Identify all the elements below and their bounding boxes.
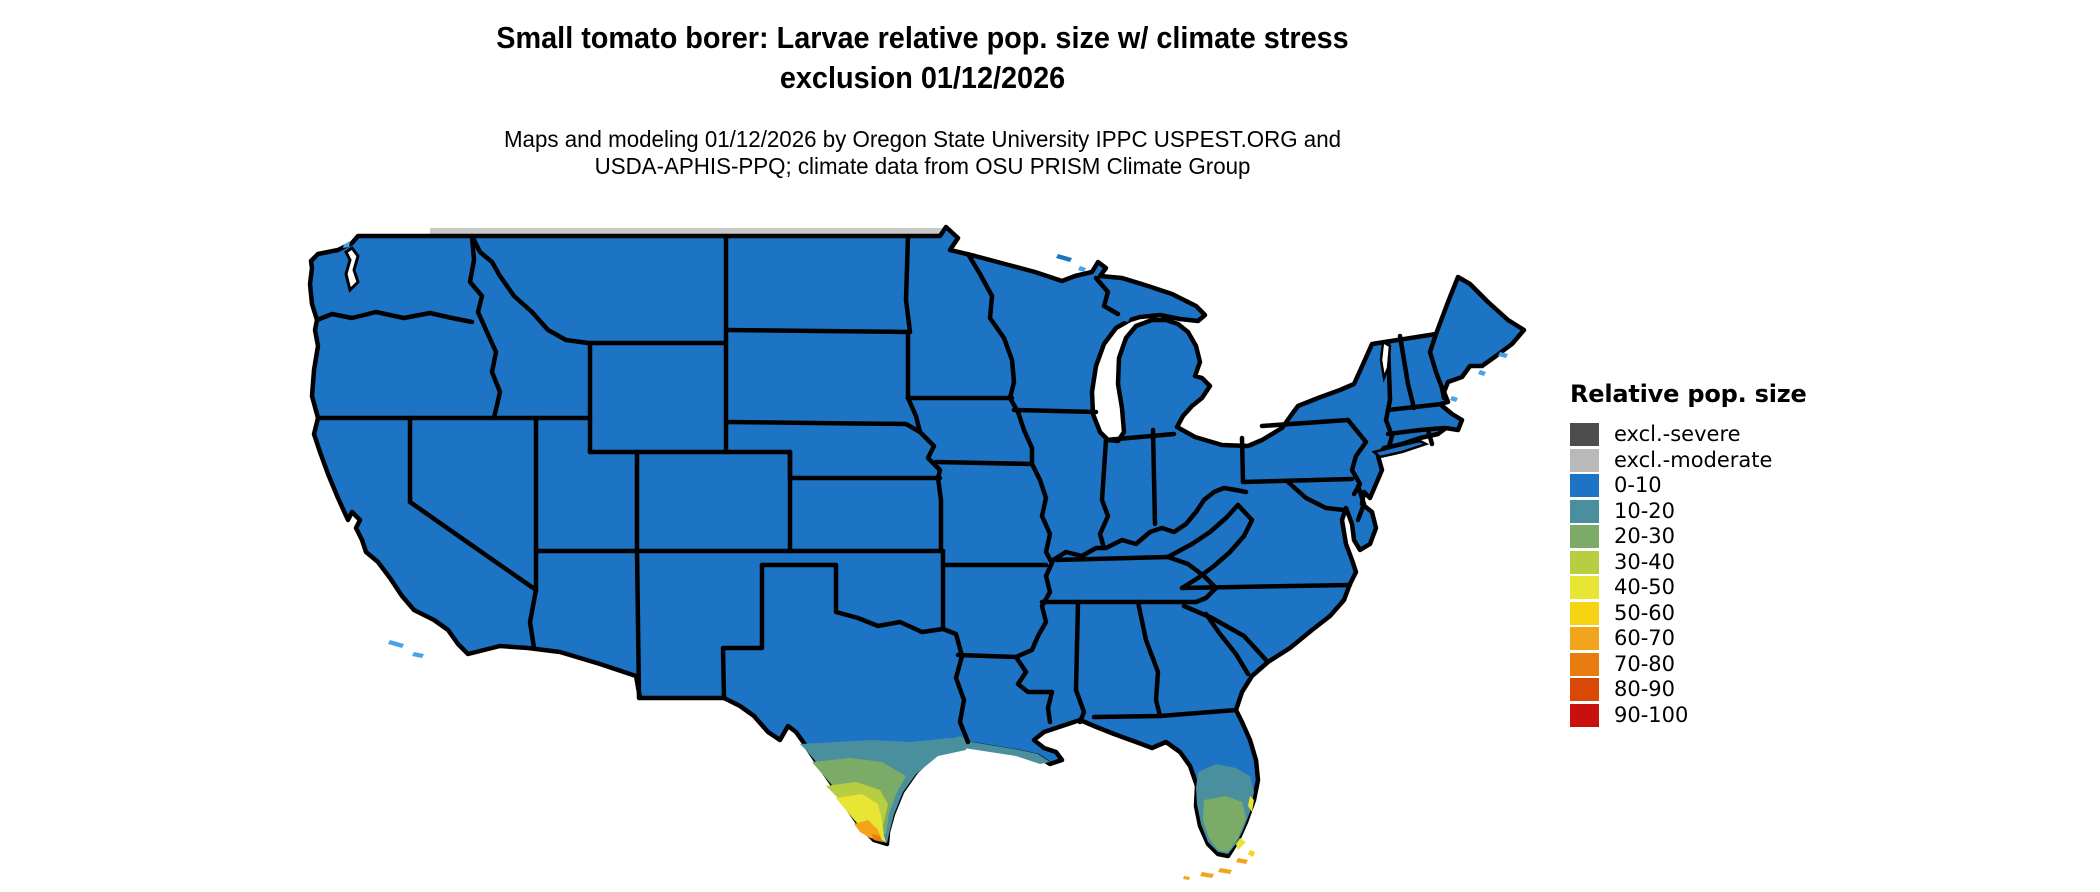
legend-label: 30-40 bbox=[1614, 549, 1676, 574]
legend-item: 70-80 bbox=[1570, 651, 1870, 676]
legend-item: 60-70 bbox=[1570, 627, 1870, 650]
lake-michigan-island-speck2 bbox=[1134, 306, 1142, 312]
legend-title: Relative pop. size bbox=[1570, 380, 1807, 408]
legend-label: excl.-moderate bbox=[1614, 447, 1773, 472]
map-subtitle-block: Maps and modeling 01/12/2026 by Oregon S… bbox=[0, 126, 1845, 180]
legend-label: 50-60 bbox=[1614, 600, 1676, 625]
map-subtitle-line1: Maps and modeling 01/12/2026 by Oregon S… bbox=[503, 126, 1342, 152]
keys-island-50-60 bbox=[1248, 850, 1255, 857]
legend-item: excl.-moderate bbox=[1570, 447, 1870, 472]
legend-swatch bbox=[1570, 601, 1599, 625]
texas-band-70-80 bbox=[872, 834, 882, 842]
legend-swatch bbox=[1570, 678, 1599, 701]
keys-island3-60-70 bbox=[1236, 858, 1248, 864]
legend-label: 70-80 bbox=[1614, 651, 1676, 676]
gradient-south-texas bbox=[800, 738, 968, 843]
legend-swatch bbox=[1570, 627, 1599, 650]
legend-label: 80-90 bbox=[1614, 677, 1676, 701]
legend-item: 40-50 bbox=[1570, 576, 1870, 599]
florida-coast-speck2-40-50 bbox=[1236, 838, 1246, 850]
boston-coast-speck bbox=[1450, 396, 1458, 402]
legend-item: 20-30 bbox=[1570, 525, 1870, 548]
keys-island4-60-70 bbox=[1183, 876, 1190, 880]
map-subtitle-line2: USDA-APHIS-PPQ; climate data from OSU PR… bbox=[594, 153, 1251, 179]
state-borders bbox=[314, 233, 1447, 745]
legend-label: 20-30 bbox=[1614, 524, 1676, 548]
legend-swatch bbox=[1570, 576, 1599, 599]
legend-label: excl.-severe bbox=[1614, 422, 1741, 446]
lake-champlain bbox=[1379, 339, 1392, 383]
legend-label: 40-50 bbox=[1614, 575, 1676, 599]
legend-item: 10-20 bbox=[1570, 498, 1870, 523]
legend-item: 0-10 bbox=[1570, 474, 1870, 497]
isle-royale-speck bbox=[1056, 254, 1072, 262]
canada-edge-strip bbox=[430, 228, 942, 234]
keys-island-60-70 bbox=[1200, 872, 1214, 878]
legend-swatch bbox=[1570, 448, 1599, 472]
gulf-coast-band-10-20 bbox=[946, 736, 1050, 764]
legend-label: 90-100 bbox=[1614, 702, 1689, 727]
legend: Relative pop. size excl.-severe excl.-mod… bbox=[1570, 380, 1870, 729]
maine-coast-speck bbox=[1498, 352, 1508, 358]
water-specks bbox=[388, 254, 1508, 658]
puget-sound bbox=[343, 242, 360, 293]
puget-water-speck bbox=[343, 242, 350, 248]
florida-keys bbox=[1183, 850, 1255, 880]
legend-label: 10-20 bbox=[1614, 498, 1676, 523]
lake-michigan-island-speck bbox=[1120, 316, 1130, 322]
legend-label: 60-70 bbox=[1614, 626, 1676, 650]
puget-sound-inlet bbox=[344, 245, 360, 293]
legend-swatch bbox=[1570, 703, 1599, 727]
legend-item: excl.-severe bbox=[1570, 423, 1870, 446]
legend-swatch bbox=[1570, 550, 1599, 574]
maine-coast-speck2 bbox=[1478, 370, 1486, 376]
socal-island-speck2 bbox=[412, 652, 424, 658]
map-title-line1: Small tomato borer: Larvae relative pop.… bbox=[496, 20, 1349, 55]
legend-item: 80-90 bbox=[1570, 678, 1870, 701]
map-title-line2: exclusion 01/12/2026 bbox=[779, 60, 1066, 95]
superior-speck bbox=[1078, 266, 1086, 272]
legend-swatch bbox=[1570, 652, 1599, 676]
florida-band-20-30 bbox=[1203, 796, 1246, 852]
gradient-florida bbox=[1196, 764, 1254, 854]
legend-items: excl.-severe excl.-moderate 0-10 10-20 20-30… bbox=[1570, 423, 1870, 727]
legend-label: 0-10 bbox=[1614, 473, 1662, 497]
map-title-block: Small tomato borer: Larvae relative pop.… bbox=[0, 22, 1845, 102]
long-island bbox=[1371, 439, 1430, 459]
legend-item: 50-60 bbox=[1570, 600, 1870, 625]
legend-swatch bbox=[1570, 499, 1599, 523]
keys-island2-60-70 bbox=[1218, 868, 1232, 874]
florida-coast-speck-40-50 bbox=[1248, 796, 1254, 812]
legend-item: 90-100 bbox=[1570, 702, 1870, 727]
legend-swatch bbox=[1570, 423, 1599, 446]
legend-swatch bbox=[1570, 474, 1599, 497]
socal-island-speck bbox=[388, 640, 404, 648]
legend-item: 30-40 bbox=[1570, 549, 1870, 574]
legend-swatch bbox=[1570, 525, 1599, 548]
